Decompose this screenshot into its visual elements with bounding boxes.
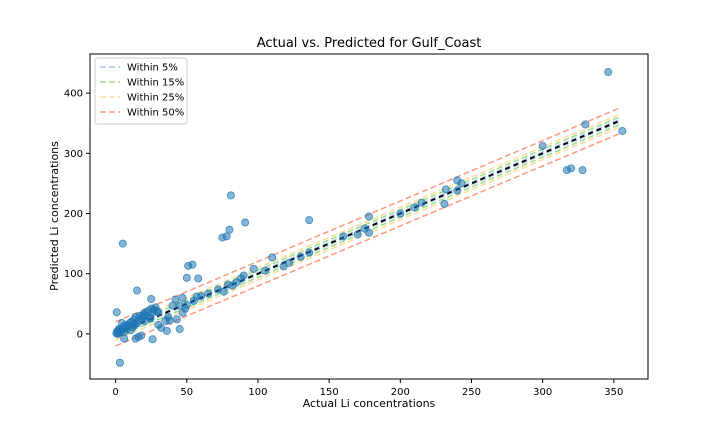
data-point <box>353 230 362 239</box>
data-point <box>118 319 127 328</box>
data-point <box>581 120 590 129</box>
data-point <box>115 358 124 367</box>
data-point <box>417 198 426 207</box>
x-axis-label: Actual Li concentrations <box>303 397 436 410</box>
data-point <box>453 186 462 195</box>
y-tick-label: 200 <box>64 209 83 220</box>
band-line-50-lower <box>115 132 622 347</box>
data-point <box>172 315 181 324</box>
legend-label: Within 50% <box>127 108 184 119</box>
data-point <box>567 164 576 173</box>
data-point <box>279 262 288 271</box>
x-tick-label: 300 <box>533 387 552 398</box>
data-points <box>112 68 627 367</box>
data-point <box>118 239 127 248</box>
data-point <box>129 321 138 330</box>
data-point <box>249 264 258 273</box>
x-tick-label: 150 <box>320 387 339 398</box>
data-point <box>604 68 613 77</box>
data-point <box>261 266 270 275</box>
data-point <box>112 308 121 317</box>
data-point <box>268 253 277 262</box>
data-point <box>296 252 305 261</box>
x-tick-label: 50 <box>180 387 193 398</box>
data-point <box>219 287 228 296</box>
data-point <box>171 295 180 304</box>
x-axis-ticks: 0 50 100 150 200 250 300 350 <box>112 379 623 398</box>
data-point <box>197 291 206 300</box>
data-point <box>194 274 203 283</box>
x-tick-label: 200 <box>391 387 410 398</box>
data-point <box>222 232 231 241</box>
data-point <box>241 218 250 227</box>
data-point <box>538 142 547 151</box>
data-point <box>305 216 314 225</box>
legend-box <box>94 57 188 125</box>
data-point <box>285 258 294 267</box>
data-point <box>226 191 235 200</box>
data-point <box>441 185 450 194</box>
y-tick-label: 400 <box>64 89 83 100</box>
legend-label: Within 25% <box>127 93 184 104</box>
y-axis-label: Predicted Li concentrations <box>48 141 61 291</box>
data-point <box>364 228 373 237</box>
data-point <box>175 325 184 334</box>
data-point <box>162 326 171 335</box>
data-point <box>182 273 191 282</box>
x-tick-label: 250 <box>462 387 481 398</box>
data-point <box>120 334 129 343</box>
data-point <box>410 203 419 212</box>
data-point <box>239 271 248 280</box>
data-point <box>164 313 173 322</box>
data-point <box>138 311 147 320</box>
data-point <box>134 332 143 341</box>
data-point <box>181 304 190 313</box>
legend-label: Within 15% <box>127 78 184 89</box>
data-point <box>188 260 197 269</box>
x-tick-label: 0 <box>112 387 118 398</box>
data-point <box>440 199 449 208</box>
legend-label: Within 5% <box>127 63 178 74</box>
data-point <box>132 286 141 295</box>
y-tick-label: 300 <box>64 149 83 160</box>
x-tick-label: 350 <box>604 387 623 398</box>
data-point <box>396 209 405 218</box>
data-point <box>578 166 587 175</box>
data-point <box>457 179 466 188</box>
data-point <box>114 325 123 334</box>
data-point <box>618 127 627 136</box>
data-point <box>148 335 157 344</box>
x-tick-label: 100 <box>248 387 267 398</box>
y-tick-label: 100 <box>64 269 83 280</box>
y-tick-label: 0 <box>77 329 83 340</box>
data-point <box>154 308 163 317</box>
data-point <box>339 232 348 241</box>
data-point <box>204 289 213 298</box>
data-point <box>225 225 234 234</box>
data-point <box>178 293 187 302</box>
plot-frame <box>89 53 649 380</box>
data-point <box>146 314 155 323</box>
legend: Within 5% Within 15% Within 25% Within 50% <box>94 57 188 125</box>
data-point <box>147 294 156 303</box>
data-point <box>364 212 373 221</box>
y-axis-ticks: 0 100 200 300 400 <box>64 89 90 340</box>
chart-title: Actual vs. Predicted for Gulf_Coast <box>257 36 482 51</box>
data-point <box>305 248 314 257</box>
